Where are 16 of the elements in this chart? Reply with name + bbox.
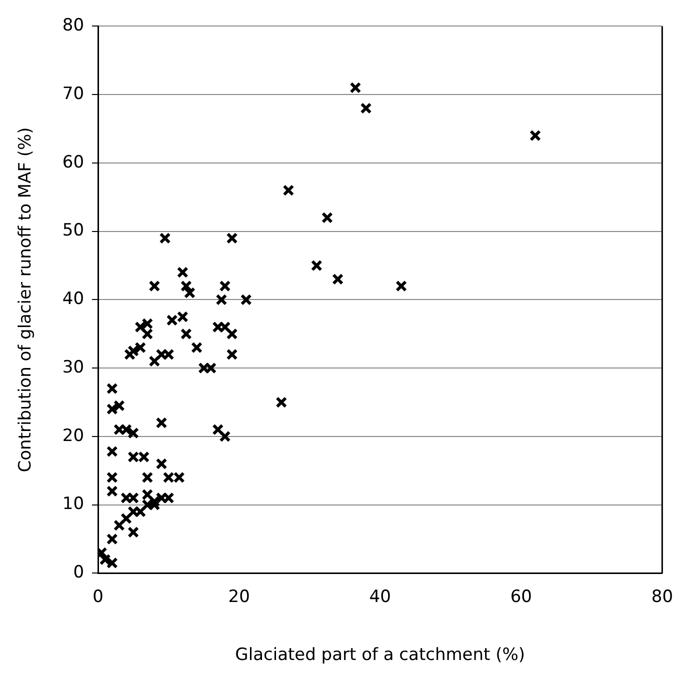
y-tick-label: 60 [62,152,84,172]
x-tick-label: 20 [228,586,250,607]
y-axis-title: Contribution of glacier runoff to MAF (%) [16,127,36,472]
x-tick-label: 40 [369,586,391,607]
y-tick-label: 10 [62,494,84,514]
y-tick-label: 50 [62,220,84,241]
y-tick-label: 0 [73,562,84,583]
y-tick-label: 30 [62,357,84,378]
x-tick-label: 0 [92,586,104,607]
x-axis-title: Glaciated part of a catchment (%) [235,645,526,666]
y-tick-label: 70 [62,84,84,104]
y-tick-label: 40 [62,289,84,310]
x-tick-label: 80 [651,586,674,607]
y-tick-label: 20 [62,426,84,446]
y-tick-label: 80 [62,16,84,36]
x-tick-label: 60 [510,586,532,607]
